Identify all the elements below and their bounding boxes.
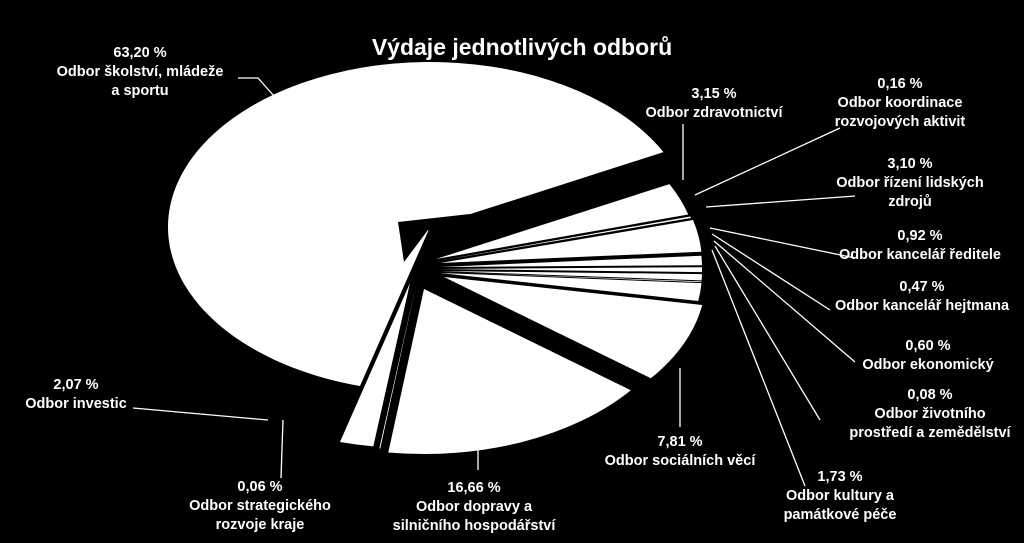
slice-category-label: Odbor sociálních věcí [605, 453, 757, 469]
slice-category-label: Odbor zdravotnictví [646, 105, 784, 121]
slice-label-1: 63,20 % Odbor školství, mládeže a sportu [57, 45, 224, 99]
slice-value-label: 16,66 % [447, 480, 500, 496]
leader-line-12 [280, 419, 284, 479]
slice-label-12: 0,06 % Odbor strategického rozvoje kraje [189, 479, 331, 533]
pie-slice-5 [440, 255, 702, 267]
slice-category-label: a sportu [111, 83, 168, 99]
slice-category-label: Odbor kancelář hejtmana [835, 298, 1010, 314]
pie-slice-4 [440, 220, 702, 263]
slice-category-label: Odbor kancelář ředitele [839, 247, 1001, 263]
slice-value-label: 0,06 % [237, 479, 282, 495]
slice-category-label: Odbor kultury a [786, 488, 895, 504]
slice-label-7: 0,60 % Odbor ekonomický [862, 338, 993, 373]
slice-category-label: Odbor koordinace [838, 95, 963, 111]
slice-value-label: 0,92 % [897, 228, 942, 244]
slice-category-label: rozvojových aktivit [835, 114, 966, 130]
pie-slice-8 [440, 272, 702, 283]
slice-category-label: Odbor řízení lidských [836, 175, 983, 191]
leader-line-8 [714, 245, 821, 421]
slice-value-label: 0,08 % [907, 387, 952, 403]
pie-slice-10 [444, 277, 703, 379]
pie-slice-3 [438, 216, 691, 261]
pie-slice-2 [436, 184, 689, 259]
slice-value-label: 0,47 % [899, 279, 944, 295]
slice-value-label: 1,73 % [817, 469, 862, 485]
slice-value-label: 2,07 % [53, 377, 98, 393]
leader-line-7 [713, 240, 856, 363]
slice-label-10: 7,81 % Odbor sociálních věcí [605, 434, 757, 469]
leader-lines [132, 77, 856, 487]
slice-label-4: 3,10 % Odbor řízení lidských zdrojů [836, 156, 983, 210]
slice-category-label: Odbor ekonomický [862, 357, 993, 373]
slice-value-label: 3,10 % [887, 156, 932, 172]
slice-label-11: 16,66 % Odbor dopravy a silničního hospodá… [393, 480, 557, 534]
slice-category-label: Odbor životního [874, 406, 985, 422]
pie-slice-6 [440, 267, 702, 273]
slice-category-label: silničního hospodářství [393, 518, 557, 534]
slice-category-label: památkové péče [784, 507, 897, 523]
leader-line-13 [132, 407, 269, 421]
leader-line-4 [705, 195, 856, 208]
slice-category-label: rozvoje kraje [216, 517, 305, 533]
pie-slice-7 [440, 271, 702, 281]
leader-line-5 [709, 227, 856, 259]
slice-category-label: Odbor investic [25, 396, 127, 412]
slice-label-13: 2,07 % Odbor investic [25, 377, 127, 412]
slice-label-9: 1,73 % Odbor kultury a památkové péče [784, 469, 897, 523]
slice-category-label: Odbor strategického [189, 498, 331, 514]
chart-title: Výdaje jednotlivých odborů [372, 34, 672, 60]
slice-label-3: 0,16 % Odbor koordinace rozvojových aktivi… [835, 76, 966, 130]
slice-label-5: 0,92 % Odbor kancelář ředitele [839, 228, 1001, 263]
slice-label-8: 0,08 % Odbor životního prostředí a zeměděl… [849, 387, 1011, 441]
pie-slice-9 [440, 273, 702, 301]
center-shadow [398, 214, 470, 262]
pie-slice-11 [388, 289, 631, 454]
pie-slice-12 [379, 285, 416, 449]
pie-slice-13 [339, 283, 410, 447]
slice-value-label: 3,15 % [691, 86, 736, 102]
pie-slices [168, 62, 703, 454]
leader-line-1 [238, 77, 291, 115]
slice-label-6: 0,47 % Odbor kancelář hejtmana [835, 279, 1010, 314]
slice-category-label: Odbor dopravy a [416, 499, 533, 515]
leader-line-3 [694, 127, 841, 196]
slice-value-label: 63,20 % [113, 45, 166, 61]
slice-category-label: zdrojů [888, 194, 932, 210]
slice-value-label: 7,81 % [657, 434, 702, 450]
slice-value-label: 0,60 % [905, 338, 950, 354]
leader-line-6 [711, 233, 831, 311]
slice-label-2: 3,15 % Odbor zdravotnictví [646, 86, 784, 121]
leader-line-9 [711, 249, 806, 487]
slice-value-label: 0,16 % [877, 76, 922, 92]
slice-category-label: Odbor školství, mládeže [57, 64, 224, 80]
slice-category-label: prostředí a zemědělství [849, 425, 1011, 441]
slice-labels: 63,20 % Odbor školství, mládeže a sportu 3,… [25, 45, 1011, 534]
